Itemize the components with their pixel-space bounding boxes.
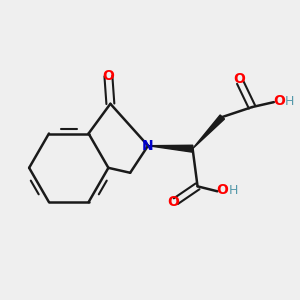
Text: N: N [142, 139, 154, 153]
Text: O: O [167, 195, 179, 209]
Text: O: O [103, 69, 114, 83]
Polygon shape [193, 115, 224, 149]
Text: H: H [285, 94, 294, 108]
Text: O: O [273, 94, 285, 108]
Text: O: O [233, 72, 245, 86]
Text: O: O [216, 183, 228, 197]
Polygon shape [148, 145, 193, 152]
Text: H: H [229, 184, 238, 197]
